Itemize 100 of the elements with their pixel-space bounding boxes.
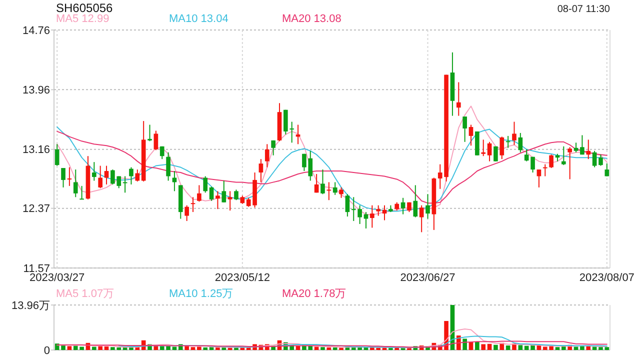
candlestick — [222, 180, 226, 203]
line-series — [118, 336, 608, 348]
text: MA20 1.78万 — [282, 288, 346, 300]
candlestick — [475, 130, 480, 156]
candlestick — [370, 204, 374, 228]
bar — [197, 346, 202, 350]
candlestick — [166, 152, 170, 182]
candlestick — [580, 134, 584, 156]
bar — [475, 342, 480, 350]
text: MA10 1.25万 — [169, 288, 234, 300]
candlestick — [264, 144, 270, 168]
y-tick-label: 14.76 — [22, 24, 50, 37]
y-tick-label: 0 — [44, 344, 50, 357]
candlestick — [160, 146, 164, 160]
candlestick — [426, 194, 430, 220]
candlestick — [339, 186, 344, 198]
bar — [332, 347, 338, 350]
candlestick — [61, 168, 66, 188]
candlestick — [216, 190, 220, 210]
candlestick — [154, 130, 158, 151]
bar — [494, 344, 498, 350]
y-tick-label: 12.37 — [22, 203, 50, 216]
candlestick — [122, 176, 128, 194]
x-tick-label: 2023/08/07 — [579, 272, 634, 284]
bar — [190, 347, 196, 350]
candlestick — [184, 204, 189, 222]
candlestick — [481, 139, 486, 157]
candlestick — [549, 154, 554, 169]
bar — [487, 344, 492, 350]
text: MA10 13.04 — [169, 13, 228, 25]
candlestick — [518, 132, 523, 153]
candlestick — [376, 204, 380, 216]
candlestick — [512, 121, 516, 146]
candlestick — [419, 204, 424, 233]
candlestick — [135, 169, 140, 182]
candlestick — [536, 169, 542, 188]
candlestick — [92, 162, 96, 182]
candlestick — [203, 176, 208, 194]
y-tick-label: 13.16 — [22, 144, 50, 156]
candlestick — [586, 139, 591, 160]
x-tick-label: 2023/03/27 — [30, 272, 85, 284]
bar — [67, 346, 72, 350]
bar — [92, 346, 96, 350]
y-tick-label: 13.96万 — [11, 300, 50, 312]
candlestick — [592, 150, 597, 168]
bar — [506, 345, 510, 350]
candlestick — [98, 165, 102, 189]
candlestick — [320, 169, 325, 195]
candlestick — [129, 166, 134, 185]
candlestick — [604, 163, 610, 177]
candlestick — [67, 166, 72, 186]
bar — [222, 347, 226, 350]
x-tick-label: 2023/06/27 — [400, 272, 456, 284]
candlestick — [487, 141, 492, 162]
chart-title: SH605056 — [56, 1, 114, 15]
candlestick — [209, 186, 214, 202]
candlestick — [462, 116, 467, 142]
text: 08-07 11:30 — [557, 4, 610, 15]
candlestick — [574, 142, 578, 153]
candlestick — [598, 154, 603, 166]
bar — [216, 347, 220, 350]
candlestick — [104, 165, 109, 185]
candlestick — [364, 212, 368, 229]
candlestick — [542, 164, 548, 177]
x-tick-label: 2023/05/12 — [214, 272, 270, 284]
candlestick — [494, 146, 498, 162]
y-tick-label: 13.96 — [22, 84, 50, 97]
bar — [462, 338, 467, 350]
bar — [104, 346, 109, 350]
candlestick — [506, 135, 510, 148]
candlestick — [500, 136, 504, 160]
bar — [481, 344, 486, 350]
bar — [518, 345, 523, 350]
candlestick — [332, 182, 338, 196]
text: MA5 12.99 — [56, 13, 110, 25]
bar — [555, 347, 560, 350]
bar — [129, 347, 134, 350]
candlestick — [456, 82, 461, 116]
candlestick — [80, 185, 84, 200]
candlestick — [468, 124, 474, 146]
text: MA20 13.08 — [282, 13, 342, 25]
candlestick — [234, 189, 238, 201]
bar — [326, 347, 332, 350]
candlestick — [271, 140, 276, 156]
candlestick — [400, 197, 406, 215]
candlestick — [172, 170, 177, 192]
candlestick — [228, 190, 232, 212]
candlestick — [197, 184, 202, 202]
candlestick — [148, 124, 152, 142]
candlestick — [562, 146, 566, 166]
candlestick — [345, 194, 350, 218]
candlestick — [73, 169, 78, 198]
candlestick — [326, 182, 332, 201]
candlestick — [314, 173, 319, 194]
candlestick — [413, 184, 418, 218]
candlestick — [568, 146, 572, 180]
bar — [320, 347, 325, 350]
bar — [536, 345, 542, 350]
candlestick — [258, 158, 264, 183]
bar — [203, 347, 208, 350]
